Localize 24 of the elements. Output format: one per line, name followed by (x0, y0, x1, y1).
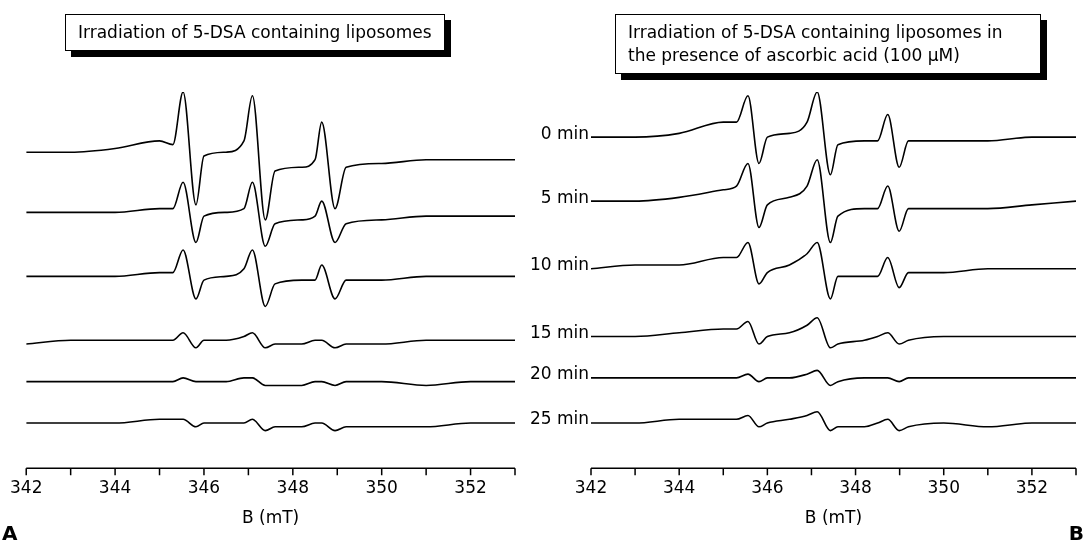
text: A (2, 521, 18, 546)
x-tick-label: 346 (187, 476, 221, 497)
x-tick-label: 350 (365, 476, 398, 497)
chart-title: Irradiation of 5-DSA containing liposomes (65, 14, 445, 51)
x-tick-label: 350 (927, 476, 960, 497)
text: B (1068, 521, 1084, 546)
chart-title: Irradiation of 5-DSA containing liposomes in the presence of ascorbic acid (100 μM) (615, 14, 1041, 74)
x-tick-label: 352 (1015, 476, 1049, 497)
series-label: 25 min (529, 408, 589, 429)
series-label: 15 min (529, 321, 589, 342)
x-axis-title: B (mT) (804, 507, 863, 528)
x-tick-label: 344 (98, 476, 132, 497)
x-tick-label: 346 (751, 476, 784, 497)
x-tick-label: 342 (574, 476, 608, 497)
x-axis-title: B (mT) (241, 507, 300, 528)
series-label: 5 min (540, 186, 589, 207)
series-label: 20 min (529, 363, 589, 384)
series-label: 10 min (529, 254, 589, 275)
x-tick-label: 348 (839, 476, 872, 497)
x-tick-label: 344 (662, 476, 696, 497)
x-tick-label: 342 (10, 476, 43, 497)
x-tick-label: 348 (276, 476, 310, 497)
x-tick-label: 352 (454, 476, 487, 497)
series-label: 0 min (540, 122, 589, 143)
